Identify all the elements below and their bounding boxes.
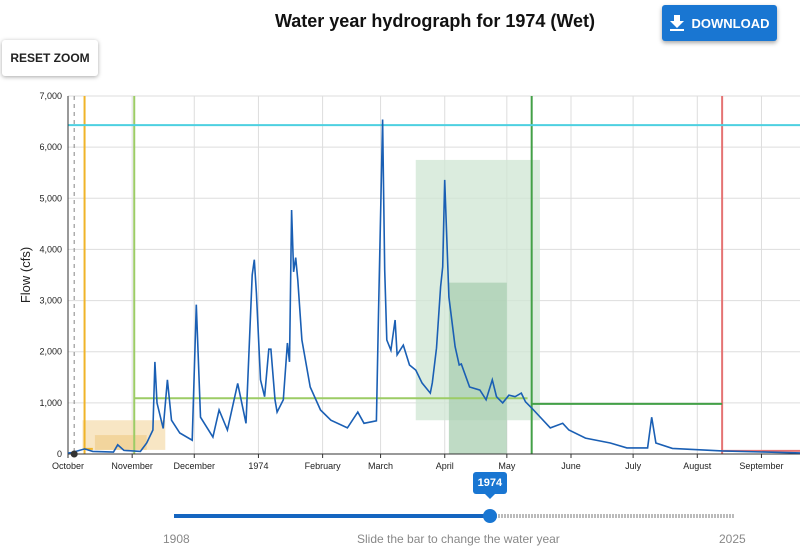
- slider-value-label: 1974: [472, 472, 507, 499]
- y-tick-label: 6,000: [39, 142, 62, 152]
- slider-max-label: 2025: [719, 532, 746, 546]
- y-tick-label: 0: [57, 449, 62, 459]
- x-tick-label: July: [625, 461, 642, 471]
- x-tick-label: February: [305, 461, 342, 471]
- x-tick-label: December: [174, 461, 216, 471]
- y-tick-label: 1,000: [39, 398, 62, 408]
- flow-series-line: [67, 119, 800, 454]
- x-tick-label: June: [561, 461, 581, 471]
- date-marker: [70, 450, 78, 458]
- y-tick-label: 7,000: [39, 91, 62, 101]
- x-tick-label: April: [436, 461, 454, 471]
- download-icon: [669, 15, 684, 31]
- y-tick-label: 2,000: [39, 347, 62, 357]
- y-tick-label: 4,000: [39, 244, 62, 254]
- y-tick-label: 3,000: [39, 296, 62, 306]
- slider-caption: Slide the bar to change the water year: [357, 532, 560, 546]
- slider-fill: [174, 514, 490, 518]
- download-label: DOWNLOAD: [691, 15, 770, 31]
- x-tick-label: August: [683, 461, 712, 471]
- x-tick-label: March: [368, 461, 393, 471]
- slider-thumb[interactable]: [482, 509, 497, 523]
- reset-zoom-button[interactable]: RESET ZOOM: [2, 40, 98, 76]
- chart-title: Water year hydrograph for 1974 (Wet): [274, 11, 596, 31]
- water-year-slider[interactable]: 1974: [174, 472, 734, 523]
- y-axis-label: Flow (cfs): [18, 247, 33, 303]
- x-tick-label: October: [52, 461, 84, 471]
- download-button[interactable]: DOWNLOAD: [662, 5, 777, 41]
- range-box: [448, 282, 507, 454]
- x-tick-label: May: [498, 461, 516, 471]
- x-tick-label: 1974: [248, 461, 268, 471]
- slider-min-label: 1908: [163, 532, 190, 546]
- hydrograph-chart[interactable]: 0 1,000 2,000 3,000 4,000 5,000 6,000 7,000 Octo…: [0, 0, 800, 480]
- y-tick-label: 5,000: [39, 193, 62, 203]
- x-tick-label: September: [739, 461, 783, 471]
- x-tick-label: November: [111, 461, 153, 471]
